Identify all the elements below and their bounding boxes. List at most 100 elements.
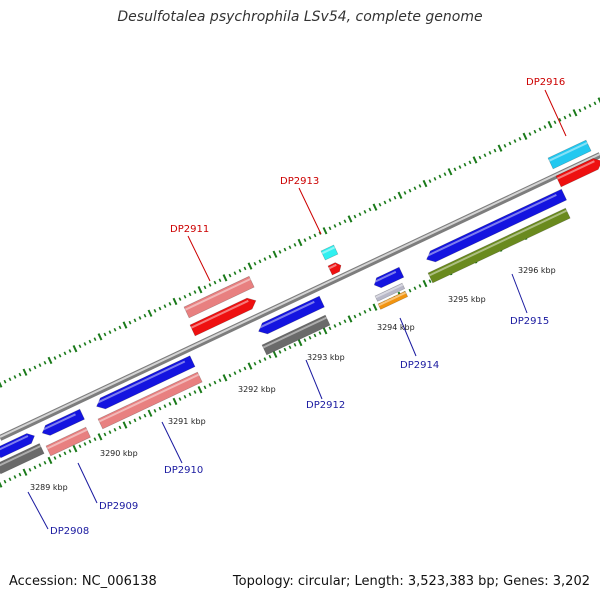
lower-scale-tick	[313, 333, 317, 338]
upper-scale-tick	[403, 191, 407, 195]
gene-dp2913-arrow[interactable]	[327, 262, 342, 276]
upper-scale-tick	[533, 129, 537, 134]
upper-scale-tick	[72, 344, 78, 353]
upper-scale-tick	[422, 179, 428, 188]
genome-backbone	[0, 152, 600, 441]
gene-dp2910-arrow[interactable]	[96, 355, 196, 410]
gene-label-dp2912[interactable]: DP2912	[306, 400, 345, 411]
upper-scale-tick	[8, 377, 12, 382]
gene-dp2916-arrow[interactable]	[555, 158, 600, 188]
upper-scale-tick	[93, 337, 97, 341]
gene-label-dp2908[interactable]: DP2908	[50, 526, 89, 537]
upper-scale-tick	[153, 309, 157, 313]
gene-dp2909-arrow[interactable]	[41, 408, 85, 436]
lower-scale-tick	[172, 397, 178, 406]
upper-scale-tick	[222, 274, 228, 282]
gene-dp2909-block[interactable]	[45, 426, 91, 457]
lower-scale-tick	[158, 406, 162, 411]
gene-dp2911-arrow[interactable]	[189, 297, 257, 337]
lower-scale-tick	[13, 475, 17, 479]
gene-label-dp2916[interactable]: DP2916	[526, 77, 565, 88]
lower-scale-tick	[363, 310, 367, 314]
upper-scale-tick	[383, 200, 387, 205]
upper-scale-tick	[118, 325, 122, 330]
gene-label-dp2914[interactable]: DP2914	[400, 360, 439, 371]
lower-scale-tick	[128, 420, 132, 425]
upper-scale-tick	[53, 356, 57, 360]
lower-scale-tick	[283, 347, 287, 352]
topology-text: Topology: circular; Length: 3,523,383 bp…	[232, 574, 590, 589]
kbp-label-3289: 3289 kbp	[30, 483, 68, 492]
gene-dp2907-arrow[interactable]	[0, 433, 35, 459]
upper-scale-tick	[438, 174, 442, 179]
lower-scale-tick	[53, 456, 57, 460]
gene-dp2914-orange[interactable]	[377, 290, 409, 310]
upper-scale-tick	[443, 172, 447, 176]
upper-scale-tick	[453, 167, 457, 172]
gene-label-dp2913[interactable]: DP2913	[280, 176, 319, 187]
lower-scale-tick	[113, 427, 117, 432]
gene-dp2913-small[interactable]	[320, 244, 339, 261]
gene-dp2915-arrow[interactable]	[426, 188, 567, 263]
lower-scale-tick	[303, 338, 307, 342]
gene-dp2912-arrow[interactable]	[258, 295, 325, 335]
lower-scale-tick	[268, 354, 272, 359]
upper-scale-tick	[547, 120, 553, 129]
gene-dp2914-small[interactable]	[374, 282, 406, 302]
lower-scale-tick	[47, 456, 53, 465]
upper-scale-tick	[78, 344, 82, 349]
upper-scale-tick	[28, 368, 32, 372]
lower-scale-tick	[358, 312, 362, 316]
lower-scale-tick	[163, 404, 167, 408]
upper-scale-tick	[133, 318, 137, 323]
gene-dp2908-block[interactable]	[0, 443, 45, 475]
lower-scale-tick	[353, 314, 357, 319]
upper-scale-tick	[293, 243, 297, 247]
upper-scale-tick	[408, 188, 412, 193]
upper-scale-tick	[283, 247, 287, 252]
gene-dp2914-arrow[interactable]	[373, 266, 405, 289]
kbp-label-3290: 3290 kbp	[100, 449, 138, 458]
gene-dp2910-block[interactable]	[97, 371, 203, 430]
upper-scale-tick	[83, 342, 87, 346]
lower-scale-tick	[93, 437, 97, 441]
gene-label-dp2909[interactable]: DP2909	[99, 501, 138, 512]
upper-scale-tick	[397, 191, 403, 200]
upper-scale-tick	[513, 139, 517, 143]
lower-scale-tick	[63, 451, 67, 456]
gene-dp2912-block[interactable]	[261, 314, 331, 356]
upper-scale-tick	[143, 313, 147, 318]
gene-dp2907-arrow-gloss	[0, 435, 29, 451]
backbone-highlight	[0, 153, 600, 438]
upper-scale-tick	[388, 198, 392, 202]
gene-label-dp2915[interactable]: DP2915	[510, 316, 549, 327]
upper-scale-tick	[503, 144, 507, 148]
lower-scale-tick	[153, 409, 157, 413]
kbp-label-3292: 3292 kbp	[238, 385, 276, 394]
lower-scale-tick	[408, 288, 412, 293]
gene-dp2915-block[interactable]	[427, 207, 571, 284]
lower-scale-tick	[8, 477, 12, 482]
gene-dp2916-arrow-gloss	[556, 160, 595, 180]
gene-features	[0, 139, 600, 475]
gene-dp2910-arrow-gloss	[94, 360, 186, 405]
gene-dp2913-small-gloss	[321, 246, 336, 255]
lower-scale-tick	[183, 394, 187, 399]
upper-scale-tick	[353, 214, 357, 219]
upper-scale-tick	[578, 108, 582, 113]
upper-scale-tick	[138, 316, 142, 320]
gene-dp2916-block[interactable]	[547, 139, 592, 170]
upper-scale-tick	[558, 118, 562, 122]
upper-scale-tick	[528, 132, 532, 136]
kbp-label-3291: 3291 kbp	[168, 417, 206, 426]
leader-dp2911	[187, 235, 211, 282]
lower-scale-tick	[108, 430, 112, 434]
upper-scale-tick	[253, 261, 257, 266]
gene-label-dp2910[interactable]: DP2910	[164, 465, 203, 476]
lower-scale-tick	[308, 335, 312, 340]
lower-scale-tick	[38, 463, 42, 467]
gene-label-dp2911[interactable]: DP2911	[170, 224, 209, 235]
lower-scale-tick	[247, 362, 253, 370]
gene-dp2911-block[interactable]	[183, 275, 255, 319]
